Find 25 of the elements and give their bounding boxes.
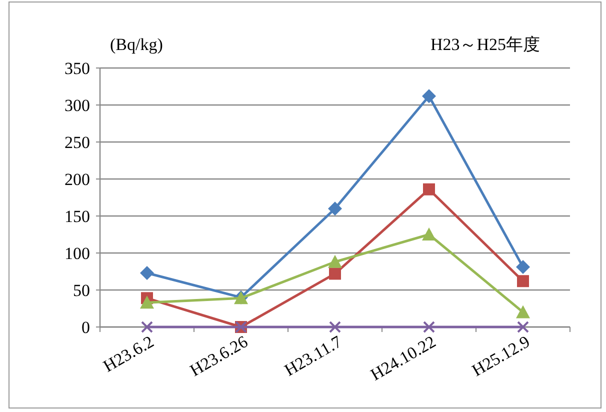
point	[423, 321, 435, 333]
y-tick-label: 200	[64, 170, 90, 189]
y-tick-label: 300	[64, 96, 90, 115]
point	[516, 260, 530, 274]
point	[422, 89, 436, 104]
point	[422, 228, 436, 240]
point	[141, 321, 153, 333]
y-tick-label: 0	[82, 318, 90, 337]
point	[517, 321, 529, 333]
point	[328, 202, 342, 216]
y-tick-label: 50	[73, 281, 90, 300]
point	[328, 254, 342, 268]
point	[329, 268, 341, 280]
y-axis-title: (Bq/kg)	[110, 35, 163, 54]
point	[423, 183, 435, 196]
point	[140, 266, 154, 280]
point	[140, 296, 154, 309]
y-tick-label: 250	[64, 133, 90, 152]
point	[329, 321, 341, 333]
y-tick-label: 350	[64, 59, 90, 78]
y-tick-label: 150	[64, 207, 90, 226]
point	[516, 305, 530, 318]
point	[517, 275, 529, 288]
y-tick-label: 100	[64, 244, 90, 263]
chart-title: H23～H25年度	[430, 35, 540, 54]
